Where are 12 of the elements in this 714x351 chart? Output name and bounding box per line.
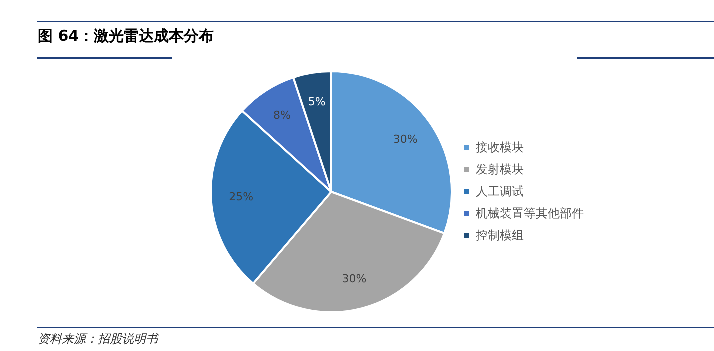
legend-label: 接收模块 (476, 140, 524, 154)
legend-label: 控制模组 (476, 228, 524, 242)
legend-label: 发射模块 (476, 162, 524, 176)
chart-title: 图 64：激光雷达成本分布 (38, 27, 214, 46)
data-label: 8% (273, 109, 291, 122)
legend-label: 人工调试 (476, 184, 524, 198)
legend-label: 机械装置等其他部件 (476, 206, 584, 220)
data-label: 25% (229, 190, 254, 204)
text: 资料来源：招股说明书 (38, 331, 158, 348)
data-label: 30% (342, 272, 367, 286)
data-label: 5% (308, 96, 326, 109)
data-label: 30% (393, 133, 418, 146)
